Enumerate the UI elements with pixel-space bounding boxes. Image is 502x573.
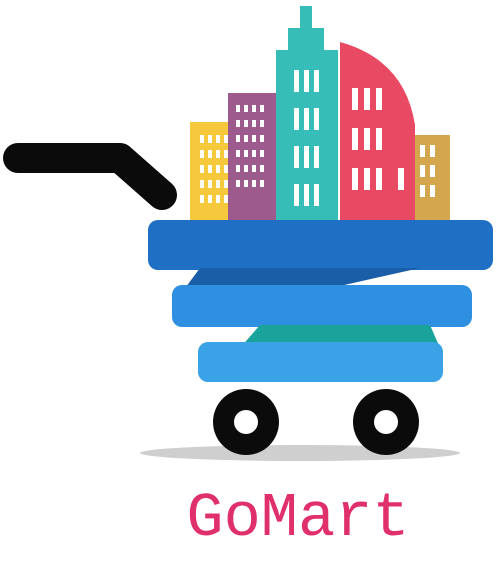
brand-name: GoMart — [186, 483, 409, 554]
basket-bottom-band — [198, 342, 443, 382]
building-red — [340, 42, 415, 225]
cart-wheel-left — [213, 389, 279, 455]
basket-middle-band — [172, 285, 472, 327]
building-teal-tower — [276, 6, 338, 225]
building-purple — [228, 93, 278, 225]
cart-handle — [3, 143, 177, 210]
cart-shadow — [140, 445, 460, 461]
basket-top-band — [148, 220, 493, 270]
cart-wheel-right — [353, 389, 419, 455]
